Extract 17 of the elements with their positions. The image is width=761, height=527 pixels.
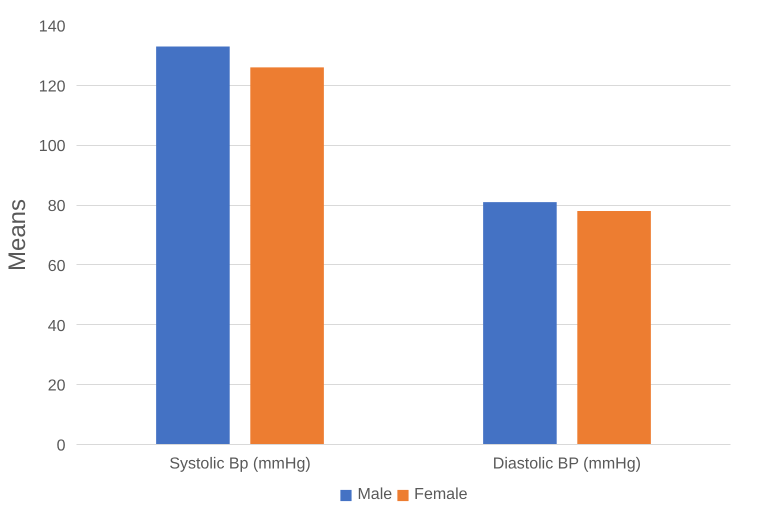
y-tick-label: 40 xyxy=(48,318,66,335)
bar xyxy=(156,46,230,444)
y-tick-label: 80 xyxy=(48,198,66,216)
x-tick-label: Diastolic BP (mmHg) xyxy=(492,456,641,472)
x-tick-label: Systolic Bp (mmHg) xyxy=(169,456,311,472)
y-tick-label: 0 xyxy=(56,438,66,454)
y-axis-title: Means xyxy=(4,198,31,272)
legend-label: Male xyxy=(357,486,392,504)
legend-label: Female xyxy=(414,486,468,504)
bar xyxy=(577,211,651,444)
bar xyxy=(250,67,324,444)
y-tick-label: 120 xyxy=(38,78,66,96)
y-tick-label: 20 xyxy=(48,378,66,395)
y-tick-label: 100 xyxy=(38,138,66,156)
y-tick-label: 60 xyxy=(48,258,66,275)
y-tick-label: 140 xyxy=(38,18,66,36)
bar xyxy=(483,202,557,444)
